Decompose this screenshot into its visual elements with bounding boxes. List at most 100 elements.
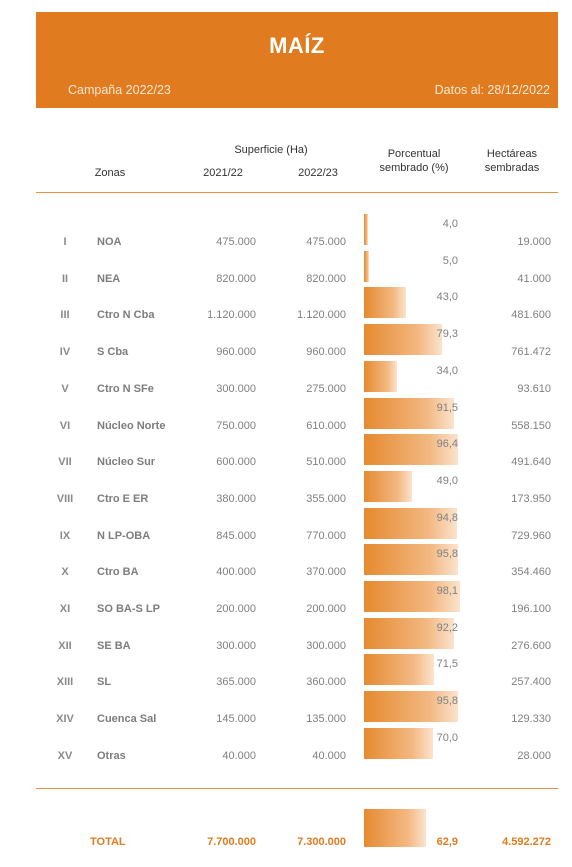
area-2022-23: 370.000 (306, 566, 346, 578)
zone-name: SO BA-S LP (97, 603, 160, 615)
zone-name: Ctro N Cba (97, 309, 155, 321)
total-2021-22: 7.700.000 (207, 836, 256, 848)
campaign-label: Campaña 2022/23 (68, 83, 171, 97)
hectareas-sembradas: 729.960 (511, 530, 551, 542)
hectareas-sembradas: 129.330 (511, 713, 551, 725)
pct-bar (364, 287, 406, 318)
area-2021-22: 200.000 (216, 603, 256, 615)
total-label: TOTAL (90, 836, 126, 848)
area-2022-23: 510.000 (306, 456, 346, 468)
year-2022-header: 2022/23 (298, 167, 338, 179)
area-2021-22: 960.000 (216, 346, 256, 358)
hectareas-sembradas: 93.610 (517, 383, 551, 395)
zone-number: V (61, 383, 69, 395)
area-2021-22: 1.120.000 (207, 309, 256, 321)
hectareas-sembradas: 28.000 (517, 750, 551, 762)
pct-value: 43,0 (436, 291, 458, 303)
zone-number: VII (58, 456, 72, 468)
area-2021-22: 145.000 (216, 713, 256, 725)
zone-name: Otras (97, 750, 126, 762)
area-2022-23: 1.120.000 (297, 309, 346, 321)
area-2022-23: 135.000 (306, 713, 346, 725)
pct-bar-cell (364, 508, 462, 539)
hectareas-header-line1: Hectáreas (486, 148, 538, 160)
zone-name: NOA (97, 236, 122, 248)
pct-bar (364, 654, 434, 685)
hectareas-sembradas: 41.000 (517, 273, 551, 285)
area-2021-22: 475.000 (216, 236, 256, 248)
zone-number: IX (59, 530, 71, 542)
pct-value: 95,8 (436, 548, 458, 560)
pct-bar-cell (364, 691, 462, 722)
area-2022-23: 275.000 (306, 383, 346, 395)
area-2021-22: 400.000 (216, 566, 256, 578)
pct-bar (364, 544, 458, 575)
pct-value: 96,4 (436, 438, 458, 450)
hectareas-sembradas: 481.600 (511, 309, 551, 321)
area-2021-22: 600.000 (216, 456, 256, 468)
hectareas-sembradas: 196.100 (511, 603, 551, 615)
area-2022-23: 200.000 (306, 603, 346, 615)
porcentual-header-line2: sembrado (%) (379, 162, 449, 174)
hectareas-sembradas: 276.600 (511, 640, 551, 652)
zone-name: Cuenca Sal (97, 713, 157, 725)
pct-bar-cell (364, 214, 462, 245)
porcentual-header: Porcentual sembrado (%) (364, 147, 464, 175)
pct-bar-cell (364, 434, 462, 465)
pct-bar-cell (364, 324, 462, 355)
area-2021-22: 300.000 (216, 383, 256, 395)
zone-name: Ctro E ER (97, 493, 149, 505)
zone-name: SE BA (97, 640, 131, 652)
zone-name: Ctro BA (97, 566, 139, 578)
pct-bar-cell (364, 398, 462, 429)
header-divider (36, 192, 558, 193)
area-2021-22: 845.000 (216, 530, 256, 542)
total-divider (36, 788, 558, 789)
total-2022-23: 7.300.000 (297, 836, 346, 848)
pct-bar (364, 361, 397, 392)
pct-bar (364, 581, 460, 612)
zone-number: VI (59, 420, 71, 432)
pct-bar-cell (364, 471, 462, 502)
hectareas-header-line2: sembradas (484, 162, 540, 174)
zone-number: XI (59, 603, 71, 615)
area-2022-23: 40.000 (312, 750, 346, 762)
pct-bar-cell (364, 581, 462, 612)
pct-bar (364, 728, 433, 759)
area-2022-23: 360.000 (306, 676, 346, 688)
hectareas-header: Hectáreas sembradas (472, 147, 552, 175)
year-2021-header: 2021/22 (203, 167, 243, 179)
pct-value: 5,0 (442, 255, 458, 267)
area-2021-22: 820.000 (216, 273, 256, 285)
area-2022-23: 475.000 (306, 236, 346, 248)
page-title: MAÍZ (269, 33, 325, 58)
pct-bar (364, 214, 368, 245)
pct-bar-cell (364, 728, 462, 759)
pct-value: 71,5 (436, 658, 458, 670)
pct-bar (364, 398, 454, 429)
pct-value: 91,5 (436, 402, 458, 414)
hectareas-sembradas: 19.000 (517, 236, 551, 248)
zone-number: X (61, 566, 69, 578)
zone-number: VIII (56, 493, 74, 505)
pct-bar-cell (364, 544, 462, 575)
pct-value: 92,2 (436, 622, 458, 634)
zone-number: IV (59, 346, 71, 358)
pct-bar (364, 471, 412, 502)
pct-value: 4,0 (442, 218, 458, 230)
total-bar-cell (364, 809, 462, 847)
pct-value: 49,0 (436, 475, 458, 487)
pct-bar-cell (364, 287, 462, 318)
area-2022-23: 610.000 (306, 420, 346, 432)
zone-number: XII (58, 640, 72, 652)
zone-name: N LP-OBA (97, 530, 151, 542)
zone-name: NEA (97, 273, 121, 285)
pct-bar (364, 251, 369, 282)
pct-bar-cell (364, 618, 462, 649)
zone-name: Núcleo Norte (97, 420, 166, 432)
zone-name: S Cba (97, 346, 129, 358)
zone-number: III (60, 309, 70, 321)
pct-bar (364, 434, 458, 465)
total-pct: 62,9 (436, 836, 458, 848)
zone-number: XIII (56, 676, 74, 688)
